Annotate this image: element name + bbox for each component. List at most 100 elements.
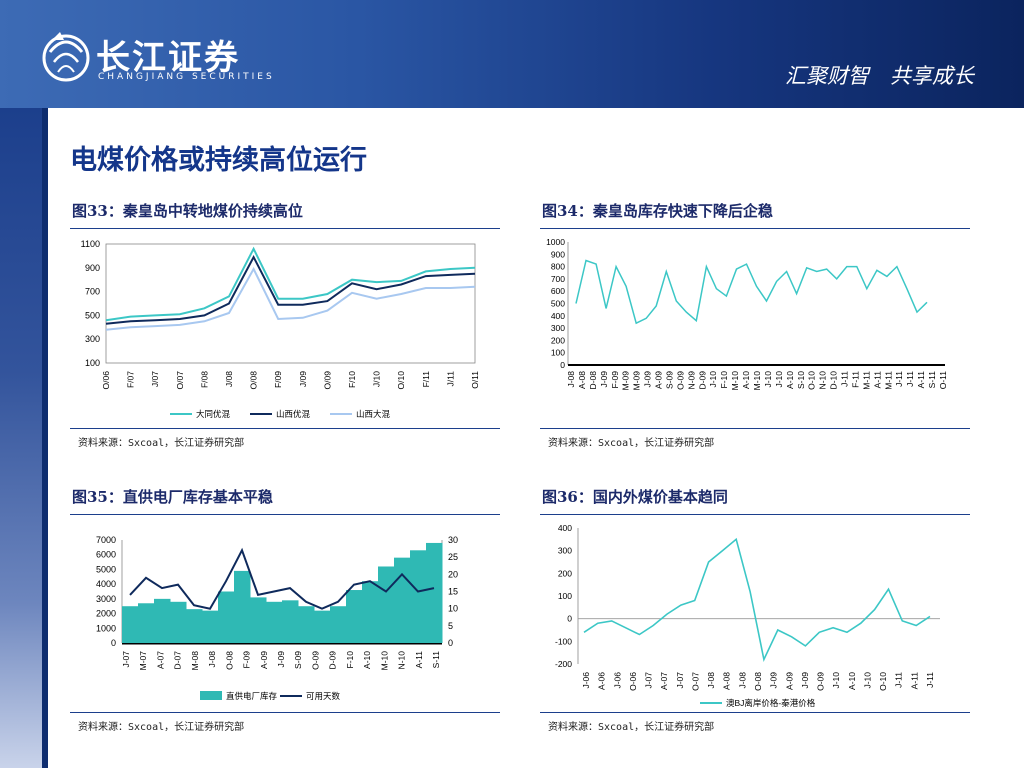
y-tick-label: 300 bbox=[551, 323, 565, 333]
panel-36-bottom-rule bbox=[540, 712, 970, 713]
bar-19 bbox=[410, 550, 427, 643]
c1-x-tick-label: J-10 bbox=[708, 371, 718, 388]
c3-x-tick-label: J-06 bbox=[581, 672, 591, 689]
c2-x-tick-label: M-08 bbox=[190, 651, 200, 671]
series-line bbox=[105, 266, 476, 331]
bar-12 bbox=[298, 606, 315, 643]
c1-x-tick-label: N-09 bbox=[686, 371, 696, 390]
c3-x-tick-label: O-07 bbox=[690, 672, 700, 691]
c2-x-tick-label: S-11 bbox=[431, 651, 441, 669]
panel-title-34: 图34：秦皇岛库存快速下降后企稳 bbox=[542, 202, 773, 220]
panel-title-33: 图33：秦皇岛中转地煤价持续高位 bbox=[72, 202, 303, 220]
panel-title-36: 图36：国内外煤价基本趋同 bbox=[542, 488, 728, 506]
y-tick-label-right: 5 bbox=[448, 621, 453, 631]
legend-label: 山西优混 bbox=[276, 409, 311, 419]
c2-x-tick-label: D-09 bbox=[328, 651, 338, 670]
c2-x-tick-label: S-09 bbox=[293, 651, 303, 669]
c3-x-tick-label: J-09 bbox=[800, 672, 810, 689]
c1-x-tick-label: M-11 bbox=[861, 371, 871, 390]
c1-x-tick-label: S-10 bbox=[796, 371, 806, 389]
series-line bbox=[583, 537, 931, 663]
c1-x-tick-label: M-09 bbox=[632, 371, 642, 391]
c1-x-tick-label: J-11 bbox=[905, 371, 915, 387]
bar-7 bbox=[218, 591, 235, 643]
c3-x-tick-label: O-08 bbox=[753, 672, 763, 691]
c2-x-tick-label: A-11 bbox=[414, 651, 424, 669]
bar-5 bbox=[186, 609, 203, 643]
series-line bbox=[105, 246, 476, 322]
bar-16 bbox=[362, 581, 379, 643]
source-34: 资料来源：Sxcoal，长江证券研究部 bbox=[548, 438, 715, 449]
y-tick-label: 200 bbox=[558, 568, 572, 578]
logo-text: 长江证券 bbox=[96, 38, 240, 78]
c1-x-tick-label: M-11 bbox=[883, 371, 893, 390]
y-tick-label-right: 15 bbox=[448, 587, 458, 597]
c2-x-tick-label: N-10 bbox=[397, 651, 407, 670]
y-tick-label: 800 bbox=[551, 262, 565, 272]
c3-x-tick-label: O-09 bbox=[816, 672, 826, 691]
company-logo: 长江证券 CHANGJIANG SECURITIES bbox=[42, 26, 272, 86]
chart-qhd-coal-price: 100 300 500 700 900 1100 O/06 F/07 J/07 O/07 F/08 J… bbox=[81, 239, 480, 419]
c2-x-tick-label: F-10 bbox=[345, 651, 355, 669]
c3-x-tick-label: A-11 bbox=[909, 672, 919, 690]
c1-x-tick-label: J-09 bbox=[643, 371, 653, 388]
c0-x-tick-label: F/08 bbox=[199, 371, 209, 388]
panel-33-top-rule bbox=[70, 228, 500, 229]
c3-x-tick-label: O-10 bbox=[878, 672, 888, 691]
c0-x-tick-label: O/11 bbox=[470, 371, 480, 389]
c1-x-tick-label: J-10 bbox=[774, 371, 784, 388]
c3-x-tick-label: J-11 bbox=[894, 672, 904, 688]
chart-domestic-foreign-spread: -200 -100 0 100 200 300 400 J-06 A-06 J-06 O-06 J-0… bbox=[555, 523, 940, 708]
bar-6 bbox=[202, 610, 219, 643]
c1-x-tick-label: J-10 bbox=[763, 371, 773, 388]
y-tick-label: -100 bbox=[555, 636, 572, 646]
y-tick-label: 400 bbox=[558, 523, 572, 533]
series-line-days bbox=[129, 547, 435, 610]
left-decor-stripe bbox=[42, 108, 48, 768]
c1-x-tick-label: F-11 bbox=[850, 371, 860, 388]
y-tick-label-left: 7000 bbox=[96, 535, 116, 545]
c2-x-tick-label: A-10 bbox=[362, 651, 372, 669]
chart-qhd-inventory: 0 100 200 300 400 500 600 700 800 900 1000 J-08 A-08… bbox=[546, 237, 948, 391]
c0-x-tick-label: F/09 bbox=[273, 371, 283, 388]
logo-emblem-icon bbox=[42, 32, 90, 82]
c0-x-tick-label: J/11 bbox=[445, 371, 455, 387]
c0-x-tick-label: O/09 bbox=[322, 371, 332, 390]
y-tick-label-left: 4000 bbox=[96, 579, 116, 589]
y-tick-label-left: 3000 bbox=[96, 594, 116, 604]
c1-x-tick-label: A-08 bbox=[577, 371, 587, 389]
c1-x-tick-label: S-09 bbox=[664, 371, 674, 389]
c0-x-tick-label: O/10 bbox=[396, 371, 406, 390]
bar-20 bbox=[426, 542, 443, 643]
bar-17 bbox=[378, 566, 395, 643]
legend-label: 直供电厂库存 bbox=[226, 691, 278, 701]
c3-x-tick-label: A-07 bbox=[659, 672, 669, 690]
y-tick-label: 400 bbox=[551, 311, 565, 321]
y-tick-label: 100 bbox=[85, 358, 100, 368]
c2-x-tick-label: J-07 bbox=[121, 651, 131, 668]
y-tick-label: 700 bbox=[551, 274, 565, 284]
panel-33-bottom-rule bbox=[70, 428, 500, 429]
c1-x-tick-label: M-10 bbox=[752, 371, 762, 391]
c1-x-tick-label: A-09 bbox=[654, 371, 664, 389]
c1-x-tick-label: J-11 bbox=[894, 371, 904, 387]
series-line bbox=[575, 259, 928, 325]
y-tick-label: 700 bbox=[85, 287, 100, 297]
y-tick-label: 0 bbox=[560, 360, 565, 370]
panel-34-bottom-rule bbox=[540, 428, 970, 429]
c3-x-tick-label: J-10 bbox=[862, 672, 872, 689]
slogan: 汇聚财智 共享成长 bbox=[785, 64, 974, 88]
c1-x-tick-label: O-11 bbox=[938, 371, 948, 390]
bar-18 bbox=[394, 557, 411, 643]
c3-x-tick-label: J-11 bbox=[925, 672, 935, 688]
bar-10 bbox=[266, 601, 283, 643]
c3-x-tick-label: J-09 bbox=[769, 672, 779, 689]
left-decor-bar bbox=[0, 108, 48, 768]
c0-x-tick-label: F/11 bbox=[421, 371, 431, 388]
y-tick-label: 300 bbox=[85, 334, 100, 344]
c1-x-tick-label: A-10 bbox=[785, 371, 795, 389]
legend-swatch bbox=[200, 691, 222, 700]
c2-x-tick-label: J-09 bbox=[276, 651, 286, 668]
panel-35-bottom-rule bbox=[70, 712, 500, 713]
c1-x-tick-label: S-11 bbox=[927, 371, 937, 389]
